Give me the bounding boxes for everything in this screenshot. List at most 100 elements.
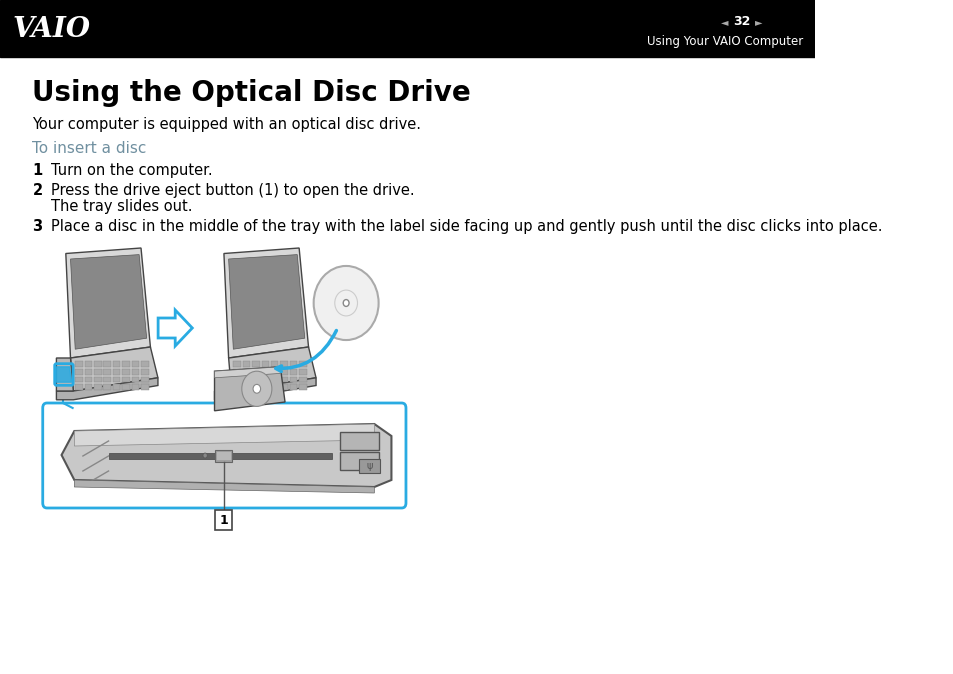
Bar [85, 361, 92, 367]
Bar [103, 384, 111, 390]
Bar [271, 361, 278, 367]
Polygon shape [66, 248, 151, 358]
Circle shape [253, 384, 260, 393]
Bar [290, 384, 297, 390]
Bar [242, 377, 250, 382]
Bar [271, 384, 278, 390]
Bar [132, 377, 139, 382]
Bar [261, 377, 269, 382]
Polygon shape [214, 378, 315, 400]
Polygon shape [158, 310, 193, 346]
Polygon shape [71, 255, 147, 349]
Polygon shape [74, 424, 374, 446]
Bar [122, 361, 130, 367]
Bar [122, 384, 130, 390]
Bar [290, 361, 297, 367]
Text: 32: 32 [733, 15, 750, 28]
Ellipse shape [314, 266, 378, 340]
Bar [252, 369, 259, 375]
Bar [112, 377, 120, 382]
Polygon shape [214, 367, 285, 410]
Bar [242, 384, 250, 390]
Text: 1: 1 [32, 163, 43, 178]
Bar [141, 361, 149, 367]
Bar [299, 384, 306, 390]
Bar [280, 384, 288, 390]
Bar [112, 361, 120, 367]
Bar [94, 384, 101, 390]
Bar [340, 452, 378, 470]
Bar [122, 377, 130, 382]
Bar [280, 369, 288, 375]
Bar [290, 377, 297, 382]
Bar [75, 384, 83, 390]
Bar [261, 361, 269, 367]
Text: Turn on the computer.: Turn on the computer. [51, 163, 213, 178]
Polygon shape [224, 248, 308, 358]
Polygon shape [62, 424, 391, 487]
Bar [280, 361, 288, 367]
Bar [132, 384, 139, 390]
Polygon shape [214, 367, 280, 378]
Text: The tray slides out.: The tray slides out. [51, 199, 193, 214]
Bar [85, 377, 92, 382]
Polygon shape [71, 347, 158, 391]
Bar [252, 361, 259, 367]
Bar [233, 384, 240, 390]
Bar [233, 369, 240, 375]
Bar [85, 384, 92, 390]
Bar [141, 369, 149, 375]
Bar [132, 361, 139, 367]
Bar [0, 0, 815, 57]
Text: 1: 1 [219, 514, 228, 526]
Bar [112, 369, 120, 375]
Polygon shape [56, 378, 158, 400]
Bar [112, 384, 120, 390]
Bar [261, 384, 269, 390]
Bar [261, 369, 269, 375]
Bar [233, 377, 240, 382]
Bar [94, 377, 101, 382]
Text: Press the drive eject button (1) to open the drive.: Press the drive eject button (1) to open… [51, 183, 415, 198]
Bar [340, 432, 378, 450]
Text: 3: 3 [32, 219, 43, 234]
Polygon shape [56, 367, 71, 382]
Circle shape [203, 453, 207, 458]
Polygon shape [229, 255, 304, 349]
Bar [299, 369, 306, 375]
Bar [358, 460, 380, 473]
Text: 2: 2 [32, 183, 43, 198]
Bar [242, 361, 250, 367]
Ellipse shape [343, 299, 349, 307]
Bar [103, 361, 111, 367]
Text: Using Your VAIO Computer: Using Your VAIO Computer [646, 34, 802, 48]
Bar [75, 377, 83, 382]
Text: Your computer is equipped with an optical disc drive.: Your computer is equipped with an optica… [32, 117, 421, 132]
Text: VAIO: VAIO [12, 16, 91, 43]
Bar [252, 384, 259, 390]
Bar [252, 377, 259, 382]
Circle shape [241, 371, 272, 406]
Bar [280, 377, 288, 382]
Bar [290, 369, 297, 375]
Polygon shape [229, 347, 315, 391]
Bar [122, 369, 130, 375]
Text: ψ: ψ [366, 462, 373, 471]
Bar [75, 369, 83, 375]
Bar [132, 369, 139, 375]
Text: To insert a disc: To insert a disc [32, 141, 147, 156]
Bar [299, 361, 306, 367]
Bar [85, 369, 92, 375]
Bar [75, 361, 83, 367]
Bar [103, 369, 111, 375]
Bar [242, 369, 250, 375]
Text: ►: ► [755, 17, 761, 27]
Bar [109, 452, 332, 458]
Bar [217, 452, 231, 460]
Text: Using the Optical Disc Drive: Using the Optical Disc Drive [32, 79, 471, 107]
Text: Place a disc in the middle of the tray with the label side facing up and gently : Place a disc in the middle of the tray w… [51, 219, 882, 234]
Polygon shape [74, 480, 374, 493]
Polygon shape [56, 358, 73, 391]
Bar [215, 510, 233, 530]
Bar [233, 361, 240, 367]
